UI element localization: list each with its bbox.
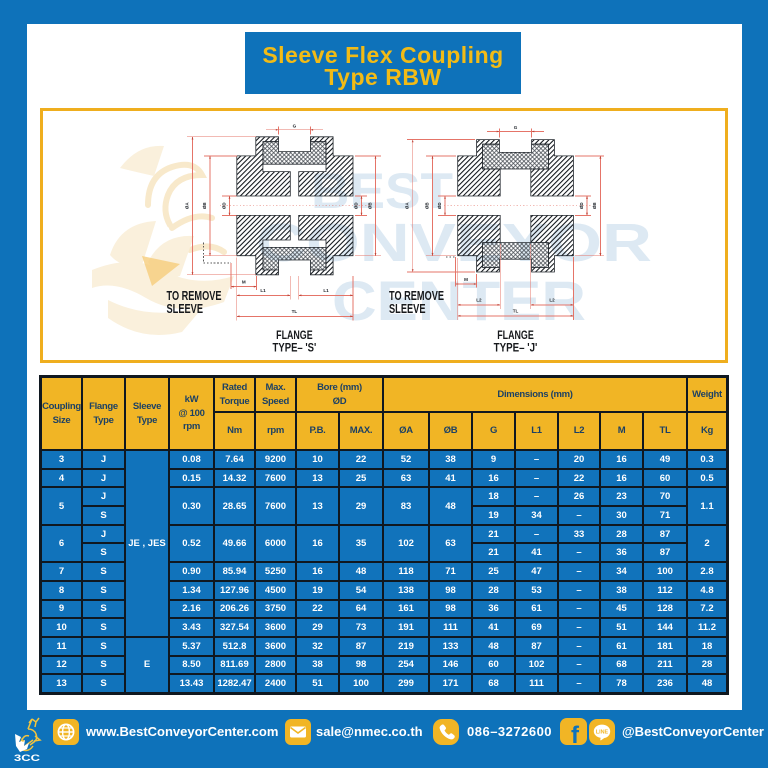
svg-text:ØA: ØA xyxy=(184,202,189,210)
svg-text:ØB: ØB xyxy=(592,202,597,210)
svg-text:3CC: 3CC xyxy=(14,753,40,764)
svg-text:ØB: ØB xyxy=(368,202,373,210)
svg-text:L1: L1 xyxy=(260,288,266,293)
svg-text:ØD: ØD xyxy=(579,202,584,210)
svg-text:LINE: LINE xyxy=(596,730,609,736)
svg-text:M: M xyxy=(464,277,468,282)
svg-text:ØB: ØB xyxy=(424,202,429,210)
svg-text:M: M xyxy=(242,280,246,285)
svg-text:L2: L2 xyxy=(476,298,482,303)
svg-text:FLANGE: FLANGE xyxy=(276,328,313,342)
svg-text:TO REMOVE: TO REMOVE xyxy=(389,289,444,303)
svg-text:L2: L2 xyxy=(549,298,555,303)
svg-text:TL: TL xyxy=(513,309,519,314)
svg-text:TYPE– 'S': TYPE– 'S' xyxy=(273,341,317,355)
svg-text:G: G xyxy=(293,123,297,128)
svg-text:ØA: ØA xyxy=(405,202,410,210)
svg-text:SLEEVE: SLEEVE xyxy=(167,302,204,316)
svg-text:f: f xyxy=(571,722,580,745)
svg-text:CENTER: CENTER xyxy=(332,269,586,332)
svg-text:TYPE– 'J': TYPE– 'J' xyxy=(494,341,538,355)
svg-text:TO REMOVE: TO REMOVE xyxy=(167,289,222,303)
svg-text:L1: L1 xyxy=(323,288,329,293)
svg-text:FLANGE: FLANGE xyxy=(497,328,534,342)
svg-text:SLEEVE: SLEEVE xyxy=(389,302,426,316)
svg-text:ØB: ØB xyxy=(202,202,207,210)
svg-text:G: G xyxy=(514,125,518,130)
svg-text:TL: TL xyxy=(292,309,298,314)
svg-text:ØD: ØD xyxy=(437,202,442,210)
